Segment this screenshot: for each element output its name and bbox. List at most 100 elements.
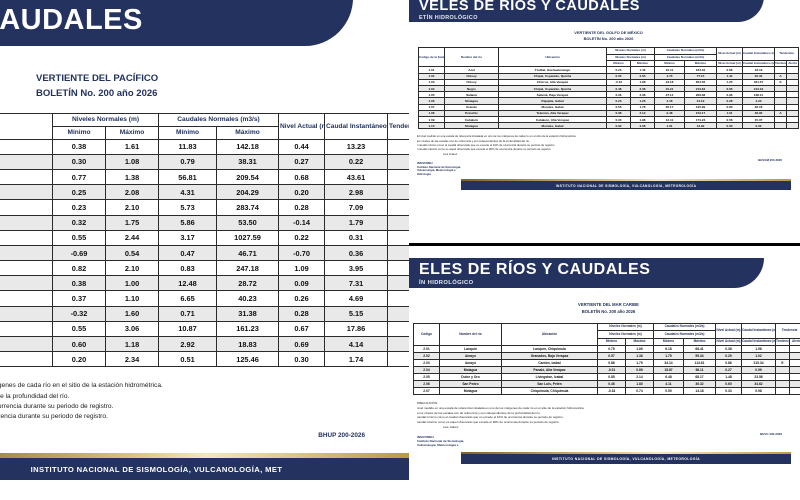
cell-nivel-max: 2.44 xyxy=(104,229,160,246)
cell-caudal-max: 161.23 xyxy=(216,320,280,338)
cell-nivel-min: 0.85 xyxy=(596,373,626,382)
golfo-logo-line-1: INSIVUMEH xyxy=(417,160,433,165)
cell-nivel-min: 0.55 xyxy=(52,320,106,338)
cell-caudal-instantaneo: 0.36 xyxy=(324,244,389,262)
pacifico-footer: INSTITUTO NACIONAL DE SISMOLOGÍA, VULCAN… xyxy=(0,458,409,481)
cell-nivel-actual: 0.20 xyxy=(278,184,326,201)
cell-nivel-max: 0.89 xyxy=(624,366,655,375)
table-row[interactable]: 2.03 Amayo Cantón, Izabal 0.86 1.75 34.14 114.… xyxy=(412,359,800,368)
table-row[interactable]: 1.03 Chixoy Chicruz, Alta Verapaz -0.13 1.98… xyxy=(417,78,800,86)
cell-rio: San Pedro xyxy=(438,380,502,389)
cell-nivel-actual: 0.22 xyxy=(278,229,326,246)
cell-nivel-max: 3.06 xyxy=(104,320,160,338)
table-row[interactable]: 2.05 Dulce y Oro Livingston, Izabal 0.85 2.1… xyxy=(412,373,800,382)
table-row[interactable]: 1.01 Azul Tzalbal, Huehuetenango 0.23 1.46 16… xyxy=(417,66,800,74)
cell-nivel-min: 0.82 xyxy=(52,260,106,277)
cell-nivel-min: 0.25 xyxy=(52,184,106,201)
table-row[interactable]: cinas, Suchitepéquez0.552.443.171027.590… xyxy=(0,229,409,246)
cell-station: chitepéquez xyxy=(0,260,53,277)
cell-caudal-instantaneo: 1.02 xyxy=(741,352,777,361)
cell-nivel-max: 2.08 xyxy=(104,184,160,201)
cell-tendencia xyxy=(387,275,409,292)
cell-tendencia-b xyxy=(789,366,800,375)
table-row[interactable]: 1.02 Chixoy Chipal, Uspantán, Quiché 0.35 2.… xyxy=(417,72,800,80)
cell-ubicacion: Chiquimula, Chiquimula xyxy=(500,387,598,396)
table-row[interactable]: 1.10 Motagua Morales, Izabal 0.90 3.08 1.01 13… xyxy=(417,122,800,130)
caribe-logo-block: INSIVUMEH Instituto Nacional de Sismolog… xyxy=(417,435,800,448)
caribe-bulletin-code: BHVC 200-2026 xyxy=(759,432,782,437)
cell-ubicacion: San Luis, Petén xyxy=(500,380,598,389)
cell-nivel-max: 1.18 xyxy=(104,336,160,353)
table-row[interactable]: 2.01 Lanquín Lanquín, Chiquimula 0.75 1.89 6.… xyxy=(412,345,800,354)
golfo-notes: El nivel medido en una escala de referen… xyxy=(417,134,782,156)
col-caudales-normales: Caudales Normales (m3/s) xyxy=(158,113,280,127)
cell-nivel-actual: 0.28 xyxy=(278,199,326,216)
caribe-header-row-3: Mínimo Máximo Mínimo Máximo Nivel Actual… xyxy=(413,337,800,347)
document-golfo-de-mexico[interactable]: VELES DE RÍOS Y CAUDALES ETÍN HIDROLÓGIC… xyxy=(409,0,800,246)
cell-codigo: 2.05 xyxy=(412,373,440,382)
table-row[interactable]: 2.04 Motagua Panaló, Alta Verapaz -0.01 0.89… xyxy=(412,366,800,375)
cell-caudal-instantaneo: 1.58 xyxy=(741,345,777,354)
cell-nivel-max: 1.61 xyxy=(104,138,160,155)
cell-nivel-max: 1.36 xyxy=(624,352,655,361)
cell-caudal-min: 5.86 xyxy=(158,214,218,231)
cell-station: an Marcos xyxy=(0,184,53,201)
cell-rio: Amayo xyxy=(438,352,502,361)
golfo-col-nmax: Máximo xyxy=(629,59,656,68)
cell-tendencia-a xyxy=(775,373,791,382)
cell-nivel-actual: 0.27 xyxy=(715,366,743,375)
cell-nivel-min: -0.32 xyxy=(52,305,106,322)
cell-nivel-max: 1.08 xyxy=(104,153,160,170)
cell-tendencia xyxy=(387,320,409,338)
caribe-footer: INSTITUTO NACIONAL DE SISMOLOGÍA, VULCAN… xyxy=(461,453,791,464)
table-row[interactable]: iquez, San Marcos0.301.080.7938.310.270.… xyxy=(0,153,409,170)
cell-nivel-actual: 0.69 xyxy=(278,336,326,353)
cell-caudal-min: 11.83 xyxy=(158,138,218,155)
caribe-table-body: 2.01 Lanquín Lanquín, Chiquimula 0.75 1.89 6.… xyxy=(412,345,800,396)
cell-caudal-instantaneo: 5.15 xyxy=(324,305,389,322)
cell-ubicacion: Cantón, Izabal xyxy=(500,359,598,368)
cell-nivel-min: 0.30 xyxy=(52,153,106,170)
cell-nivel-min: 0.75 xyxy=(596,345,626,354)
cell-nivel-min: 0.38 xyxy=(52,275,106,292)
table-row[interactable]: 2.07 Motagua Chiquimula, Chiquimula -0.34 0.… xyxy=(412,387,800,396)
table-row[interactable]: 2.02 Amayo Granados, Baja Verapaz 0.57 1.36 1… xyxy=(412,352,800,361)
cell-tendencia xyxy=(387,305,409,322)
cell-caudal-instantaneo: 1.79 xyxy=(324,214,389,231)
cell-caudal-max: 204.29 xyxy=(216,184,280,201)
cell-caudal-instantaneo: 34.62 xyxy=(741,380,777,389)
caribe-col-rio: Nombre del río xyxy=(438,322,502,347)
cell-caudal-instantaneo: 0.22 xyxy=(324,153,389,170)
cell-tendencia xyxy=(387,168,409,186)
table-row[interactable]: 2.06 San Pedro San Luis, Petén 0.46 1.80 4.11… xyxy=(412,380,800,389)
cell-caudal-max: 125.46 xyxy=(216,351,280,368)
notes-author: Luis Juárez xyxy=(443,424,459,429)
golfo-vertiente: VERTIENTE DEL GOLFO DE MÉXICO xyxy=(574,30,643,35)
caribe-notes: PRECAUCIÓN: nivel medido en una escala de… xyxy=(417,401,782,429)
note-line-2: cia y son independientes de la profundid… xyxy=(0,392,70,400)
document-mar-caribe[interactable]: ELES DE RÍOS Y CAUDALES ÍN HIDROLÓGICO V… xyxy=(409,258,800,500)
pacifico-header-band: S Y CAUDALES xyxy=(0,0,353,46)
note-line-3: e no excede el 10% de ocurrencia durante… xyxy=(0,402,114,410)
pacifico-boletin: BOLETÍN No. 200 año 2026 xyxy=(36,87,158,99)
cell-tendencia xyxy=(387,336,409,353)
cell-caudal-min: 0.51 xyxy=(158,351,218,368)
cell-tendencia-a xyxy=(775,380,791,389)
document-pacifico[interactable]: S Y CAUDALES VERTIENTE DEL PACÍFICO BOLE… xyxy=(0,0,409,494)
col-caudal-maximo: Máximo xyxy=(216,126,280,140)
pacifico-header-row-1: Estación Niveles Normales (m) Caudales N… xyxy=(0,113,409,140)
cell-rio: Lanquín xyxy=(438,345,502,354)
